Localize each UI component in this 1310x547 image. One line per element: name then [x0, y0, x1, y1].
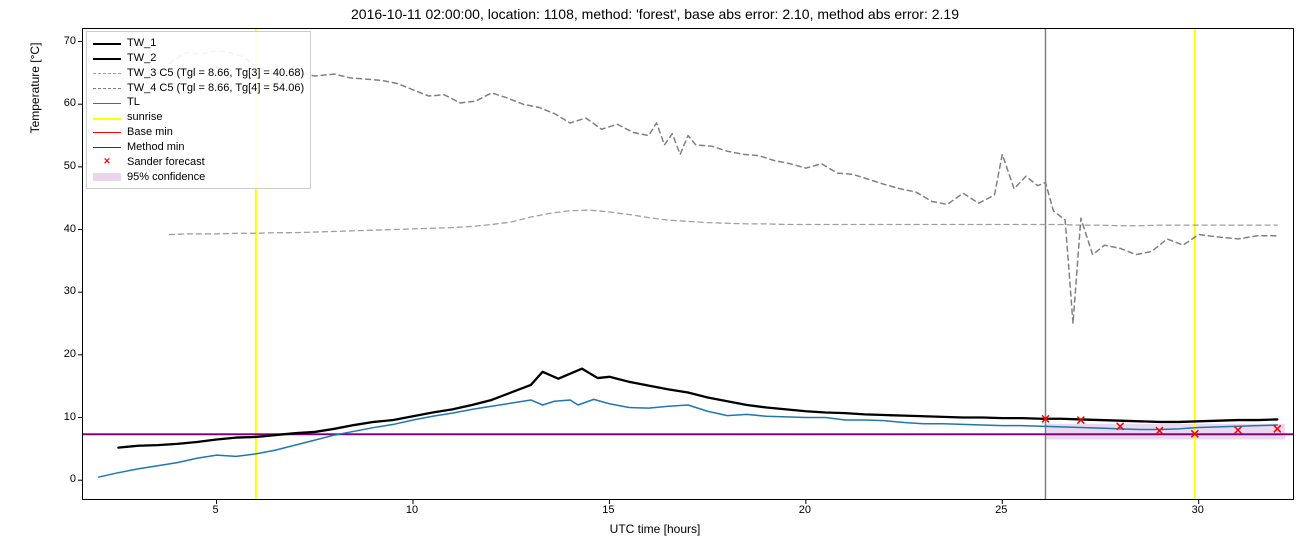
- y-tick-label: 30: [54, 285, 76, 297]
- legend-swatch: [93, 142, 121, 152]
- y-tick-label: 0: [54, 473, 76, 485]
- legend-label: Method min: [127, 140, 184, 155]
- legend-item-sander: × Sander forecast: [93, 155, 304, 170]
- legend-label: TW_1: [127, 36, 156, 51]
- x-tick-label: 15: [602, 504, 614, 516]
- legend-swatch: [93, 98, 121, 108]
- y-tick-label: 70: [54, 35, 76, 47]
- y-tick-label: 20: [54, 348, 76, 360]
- legend-swatch: ×: [93, 157, 121, 167]
- legend-label: 95% confidence: [127, 170, 205, 185]
- legend-label: Base min: [127, 125, 173, 140]
- legend-swatch: [93, 68, 121, 78]
- legend-swatch: [93, 38, 121, 48]
- y-tick-label: 10: [54, 411, 76, 423]
- legend-swatch: [93, 53, 121, 63]
- legend-item-basemin: Base min: [93, 125, 304, 140]
- legend-swatch: [93, 113, 121, 123]
- legend-swatch: [93, 172, 121, 182]
- legend-item-TW_2: TW_2: [93, 51, 304, 66]
- legend-label: TW_2: [127, 51, 156, 66]
- series-TW_4: [169, 51, 1277, 324]
- legend-item-sunrise: sunrise: [93, 110, 304, 125]
- legend-item-methodmin: Method min: [93, 140, 304, 155]
- x-axis-label: UTC time [hours]: [0, 522, 1310, 536]
- legend-label: TW_3 C5 (Tgl = 8.66, Tg[3] = 40.68): [127, 66, 304, 81]
- legend: TW_1TW_2TW_3 C5 (Tgl = 8.66, Tg[3] = 40.…: [86, 31, 311, 189]
- legend-label: Sander forecast: [127, 155, 205, 170]
- legend-item-conf: 95% confidence: [93, 170, 304, 185]
- legend-label: sunrise: [127, 110, 162, 125]
- legend-swatch: [93, 83, 121, 93]
- y-tick-label: 60: [54, 97, 76, 109]
- y-tick-label: 50: [54, 160, 76, 172]
- legend-label: TW_4 C5 (Tgl = 8.66, Tg[4] = 54.06): [127, 81, 304, 96]
- legend-label: TL: [127, 95, 140, 110]
- series-TW_3: [169, 210, 1277, 234]
- legend-item-TL: TL: [93, 95, 304, 110]
- y-tick-label: 40: [54, 223, 76, 235]
- y-axis-label: Temperature [°C]: [28, 0, 42, 323]
- legend-item-TW_4: TW_4 C5 (Tgl = 8.66, Tg[4] = 54.06): [93, 81, 304, 96]
- legend-item-TW_3: TW_3 C5 (Tgl = 8.66, Tg[3] = 40.68): [93, 66, 304, 81]
- x-tick-label: 10: [406, 504, 418, 516]
- x-tick-label: 5: [213, 504, 219, 516]
- figure: 2016-10-11 02:00:00, location: 1108, met…: [0, 0, 1310, 547]
- chart-title: 2016-10-11 02:00:00, location: 1108, met…: [0, 6, 1310, 22]
- x-tick-label: 25: [995, 504, 1007, 516]
- x-tick-label: 30: [1192, 504, 1204, 516]
- legend-swatch: [93, 127, 121, 137]
- x-tick-label: 20: [799, 504, 811, 516]
- legend-item-TW_1: TW_1: [93, 36, 304, 51]
